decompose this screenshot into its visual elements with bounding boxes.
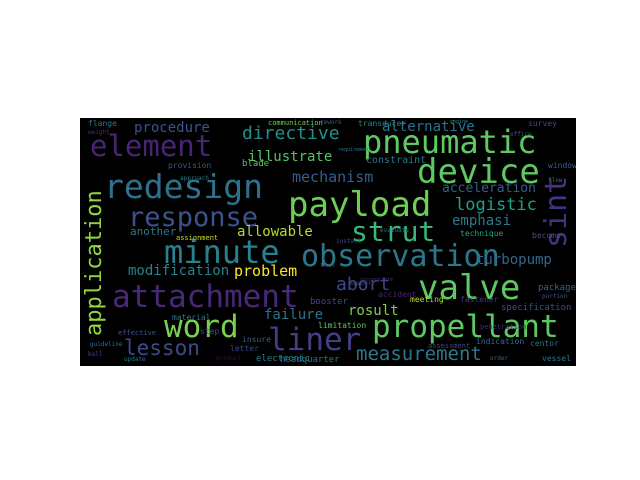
word: requirement	[338, 147, 372, 153]
word: ball	[88, 351, 103, 358]
word: acceleration	[442, 181, 536, 196]
word: attachment	[112, 279, 299, 315]
word: blade	[242, 159, 270, 169]
word: engine	[450, 119, 469, 125]
word: step	[200, 327, 220, 336]
word: turbopump	[476, 252, 552, 268]
word: measurement	[356, 343, 482, 365]
word: incorporate	[360, 277, 394, 283]
word: indication	[476, 337, 525, 346]
word: rosult	[348, 303, 399, 319]
word: strut	[351, 215, 436, 248]
word: assessment	[428, 342, 471, 350]
word: accident	[378, 290, 417, 299]
word: support	[350, 281, 372, 287]
word: centor	[530, 339, 559, 348]
word: flow	[548, 177, 563, 184]
word: element	[90, 129, 213, 163]
word: abort	[336, 274, 391, 295]
word: application	[82, 190, 107, 336]
word: rework	[320, 119, 342, 126]
word: technique	[460, 229, 504, 238]
word: another	[130, 225, 177, 238]
word: response	[128, 202, 259, 233]
word: electronic	[256, 354, 311, 364]
word: failure	[264, 307, 324, 323]
word: alternative	[382, 119, 475, 135]
word: office	[510, 131, 532, 138]
word: approach	[180, 175, 209, 182]
word: propellant	[372, 309, 559, 345]
word: allowable	[237, 224, 313, 240]
word: insure	[242, 335, 271, 344]
word: directive	[242, 123, 340, 144]
word: payload	[288, 185, 432, 225]
word: limitation	[318, 321, 367, 330]
word-cloud: pneumatic element redesign device payloa…	[80, 118, 576, 366]
word: liner	[268, 322, 362, 358]
word: word	[164, 309, 239, 345]
word: install	[336, 238, 362, 245]
word: modification	[128, 263, 230, 279]
word: provision	[168, 161, 212, 170]
word: update	[124, 356, 146, 363]
word: window	[548, 161, 576, 170]
word: level	[320, 263, 336, 269]
word: emphasi	[452, 213, 512, 229]
word: procedure	[134, 120, 210, 136]
word: lesson	[124, 336, 200, 360]
word: booster	[310, 297, 348, 307]
word: pneumatic	[363, 123, 537, 161]
word: product	[216, 355, 242, 362]
word: specification	[501, 303, 572, 313]
word: portion	[542, 293, 568, 300]
word: fastener	[460, 295, 499, 304]
word: device	[417, 152, 540, 192]
word: minute	[164, 233, 280, 271]
word: material	[172, 313, 211, 322]
word: logistic	[455, 195, 537, 215]
word: survey	[528, 119, 557, 128]
word: illustrate	[248, 149, 333, 165]
word: flange	[88, 119, 117, 128]
word: weight	[88, 129, 110, 136]
word: penetration	[480, 323, 527, 331]
word: order	[490, 355, 509, 362]
word: mechanism	[292, 168, 374, 186]
word: meeting	[410, 295, 444, 304]
word: assignment	[176, 234, 219, 242]
word: problem	[234, 262, 298, 280]
word: vessel	[542, 354, 571, 363]
word: letter	[230, 344, 259, 353]
word: observation	[301, 239, 500, 274]
word: become	[532, 231, 561, 240]
word: headquarter	[280, 355, 340, 365]
word: constraint	[366, 155, 427, 166]
word: communication	[268, 119, 323, 127]
word: evaluate	[380, 227, 409, 234]
word: effective	[118, 329, 156, 337]
word: package	[538, 283, 576, 293]
word: guideline	[90, 341, 123, 348]
word: redesign	[104, 167, 263, 206]
word: valve	[418, 268, 521, 308]
word: transducer	[358, 119, 407, 128]
